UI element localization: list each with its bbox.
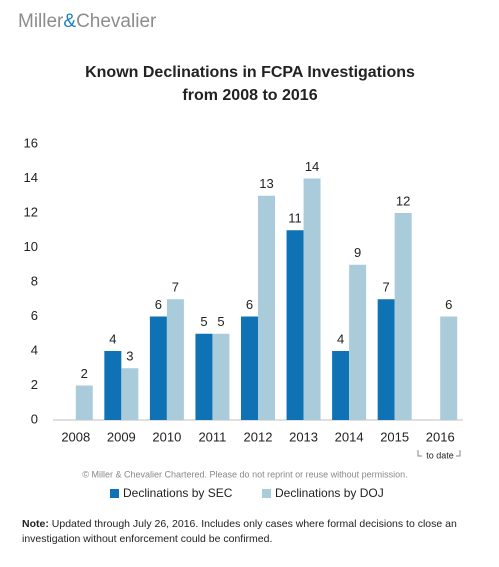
note-label: Note:	[22, 518, 49, 530]
value-label: 6	[155, 297, 162, 312]
x-tick-label: 2011	[198, 429, 226, 444]
value-label: 2	[81, 366, 88, 381]
y-tick-label: 8	[31, 273, 38, 288]
copyright: © Miller & Chevalier Chartered. Please d…	[82, 469, 407, 479]
bar	[241, 316, 258, 420]
note: Note: Updated through July 26, 2016. Inc…	[22, 517, 492, 547]
value-label: 11	[288, 211, 302, 226]
bar	[149, 316, 167, 420]
value-label: 6	[445, 297, 452, 312]
value-label: 13	[259, 176, 273, 191]
bar	[377, 299, 395, 420]
x-tick-label: 2012	[244, 429, 273, 444]
y-tick-label: 2	[31, 377, 38, 392]
y-tick-label: 16	[24, 135, 38, 150]
legend-label: Declinations by SEC	[123, 486, 233, 500]
chart-title: from 2008 to 2016	[182, 87, 317, 104]
value-label: 7	[383, 280, 390, 295]
value-label: 9	[354, 245, 361, 260]
value-label: 7	[172, 280, 179, 295]
value-label: 12	[396, 193, 410, 208]
bar	[75, 385, 93, 420]
value-label: 4	[337, 331, 344, 346]
chart: Miller&Chevalier Known Declinations in F…	[18, 11, 463, 500]
value-label: 3	[126, 349, 133, 364]
y-tick-label: 6	[31, 308, 38, 323]
bar	[121, 368, 139, 420]
value-label: 14	[305, 159, 319, 174]
annotation: to date	[426, 450, 454, 460]
bar	[332, 351, 350, 420]
bar	[349, 264, 367, 420]
y-tick-label: 12	[24, 204, 38, 219]
annotation-bracket	[417, 450, 461, 457]
value-label: 4	[109, 331, 116, 346]
bar	[303, 178, 321, 420]
legend-label: Declinations by DOJ	[275, 486, 384, 500]
x-tick-label: 2010	[152, 429, 181, 444]
logo-part: Chevalier	[76, 11, 157, 32]
legend-swatch	[262, 489, 271, 498]
y-tick-label: 14	[24, 170, 38, 185]
value-label: 5	[200, 314, 207, 329]
bar	[440, 316, 458, 420]
logo-part: Miller	[18, 11, 64, 32]
value-label: 5	[217, 314, 224, 329]
y-tick-label: 10	[24, 239, 38, 254]
legend-swatch	[110, 489, 119, 498]
logo-amp: &	[63, 11, 76, 32]
y-tick-label: 4	[31, 342, 38, 357]
bar	[394, 213, 412, 420]
x-tick-label: 2013	[289, 429, 318, 444]
bar	[258, 195, 275, 420]
x-tick-label: 2009	[107, 429, 136, 444]
value-label: 6	[246, 297, 253, 312]
x-tick-label: 2016	[426, 429, 455, 444]
bar	[212, 333, 230, 420]
note-text: Updated through July 26, 2016. Includes …	[22, 518, 457, 545]
bar	[104, 351, 122, 420]
x-tick-label: 2014	[335, 429, 364, 444]
x-tick-label: 2015	[380, 429, 409, 444]
logo: Miller&Chevalier	[18, 11, 157, 32]
x-tick-label: 2008	[61, 429, 90, 444]
bar	[286, 230, 304, 420]
y-tick-label: 0	[31, 411, 38, 426]
chart-title: Known Declinations in FCPA Investigation…	[85, 64, 415, 81]
bar	[195, 333, 213, 420]
bar	[166, 299, 184, 420]
